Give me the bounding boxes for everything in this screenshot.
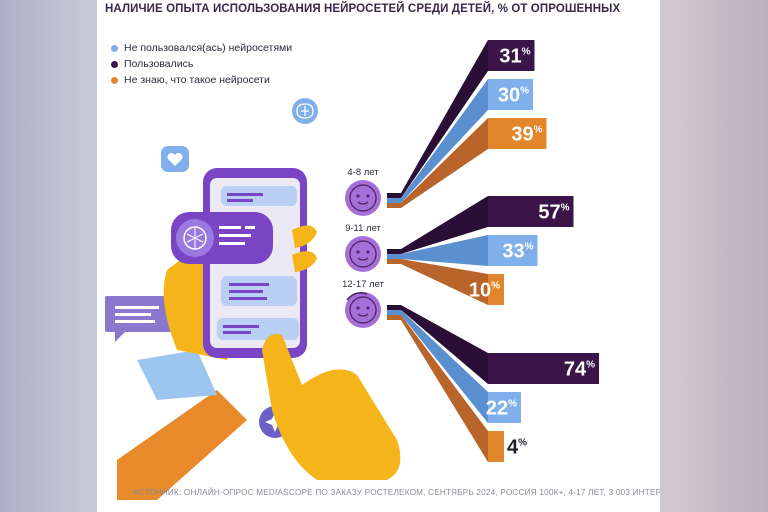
bar-used-0: [488, 40, 535, 71]
bar-dont-know-1: [488, 274, 504, 305]
bar-not-used-2: [488, 392, 521, 423]
connector-used-2: [387, 305, 488, 384]
age-label-4-8: 4-8 лет: [347, 167, 379, 178]
legend-dot-not-used: [111, 44, 118, 52]
bar-dont-know-0: [488, 118, 547, 149]
bar-not-used-0: [488, 79, 533, 110]
connector-used-1: [387, 196, 488, 254]
legend-label-dont-know: Не знаю, что такое нейросети: [124, 74, 270, 86]
bar-dont-know-2: [488, 431, 504, 462]
legend-item-used: Пользовались: [111, 56, 292, 72]
legend-item-not-used: Не пользовался(ась) нейросетями: [111, 40, 292, 56]
bar-not-used-1: [488, 235, 538, 266]
source-note: ИСТОЧНИК: ОНЛАЙН-ОПРОС MEDIASCOPE ПО ЗАК…: [133, 488, 660, 497]
legend: Не пользовался(ась) нейросетями Пользова…: [111, 40, 292, 88]
legend-label-not-used: Не пользовался(ась) нейросетями: [124, 42, 293, 54]
chat-icon: [105, 296, 171, 342]
age-label-12-17: 12-17 лет: [342, 279, 384, 290]
face-icon-9-11: [345, 236, 381, 272]
face-icon-12-17: [345, 292, 381, 328]
chart-title: НАЛИЧИЕ ОПЫТА ИСПОЛЬЗОВАНИЯ НЕЙРОСЕТЕЙ С…: [105, 3, 621, 15]
legend-dot-used: [111, 60, 118, 68]
right-hand: [262, 225, 401, 480]
bar-used-1: [488, 196, 574, 227]
legend-item-dont-know: Не знаю, что такое нейросети: [111, 72, 292, 88]
legend-label-used: Пользовались: [124, 58, 194, 70]
heart-icon: [161, 146, 189, 172]
legend-dot-dont-know: [111, 76, 118, 84]
age-label-9-11: 9-11 лет: [345, 223, 381, 234]
chart-art: 31%30%39%57%33%10%74%22%4% 4-8 лет 9-11 …: [105, 40, 599, 500]
connector-dont-know-1: [387, 259, 488, 305]
bar-used-2: [488, 353, 599, 384]
brain-icon: [292, 98, 318, 124]
face-icon-4-8: [345, 180, 381, 216]
infographic-card: НАЛИЧИЕ ОПЫТА ИСПОЛЬЗОВАНИЯ НЕЙРОСЕТЕЙ С…: [97, 0, 660, 512]
value-label-dont-know-2: 4%: [507, 437, 527, 459]
connector-wedges: [387, 40, 488, 462]
bars-layer: 31%30%39%57%33%10%74%22%4%: [469, 40, 599, 462]
connector-not-used-1: [387, 235, 488, 266]
